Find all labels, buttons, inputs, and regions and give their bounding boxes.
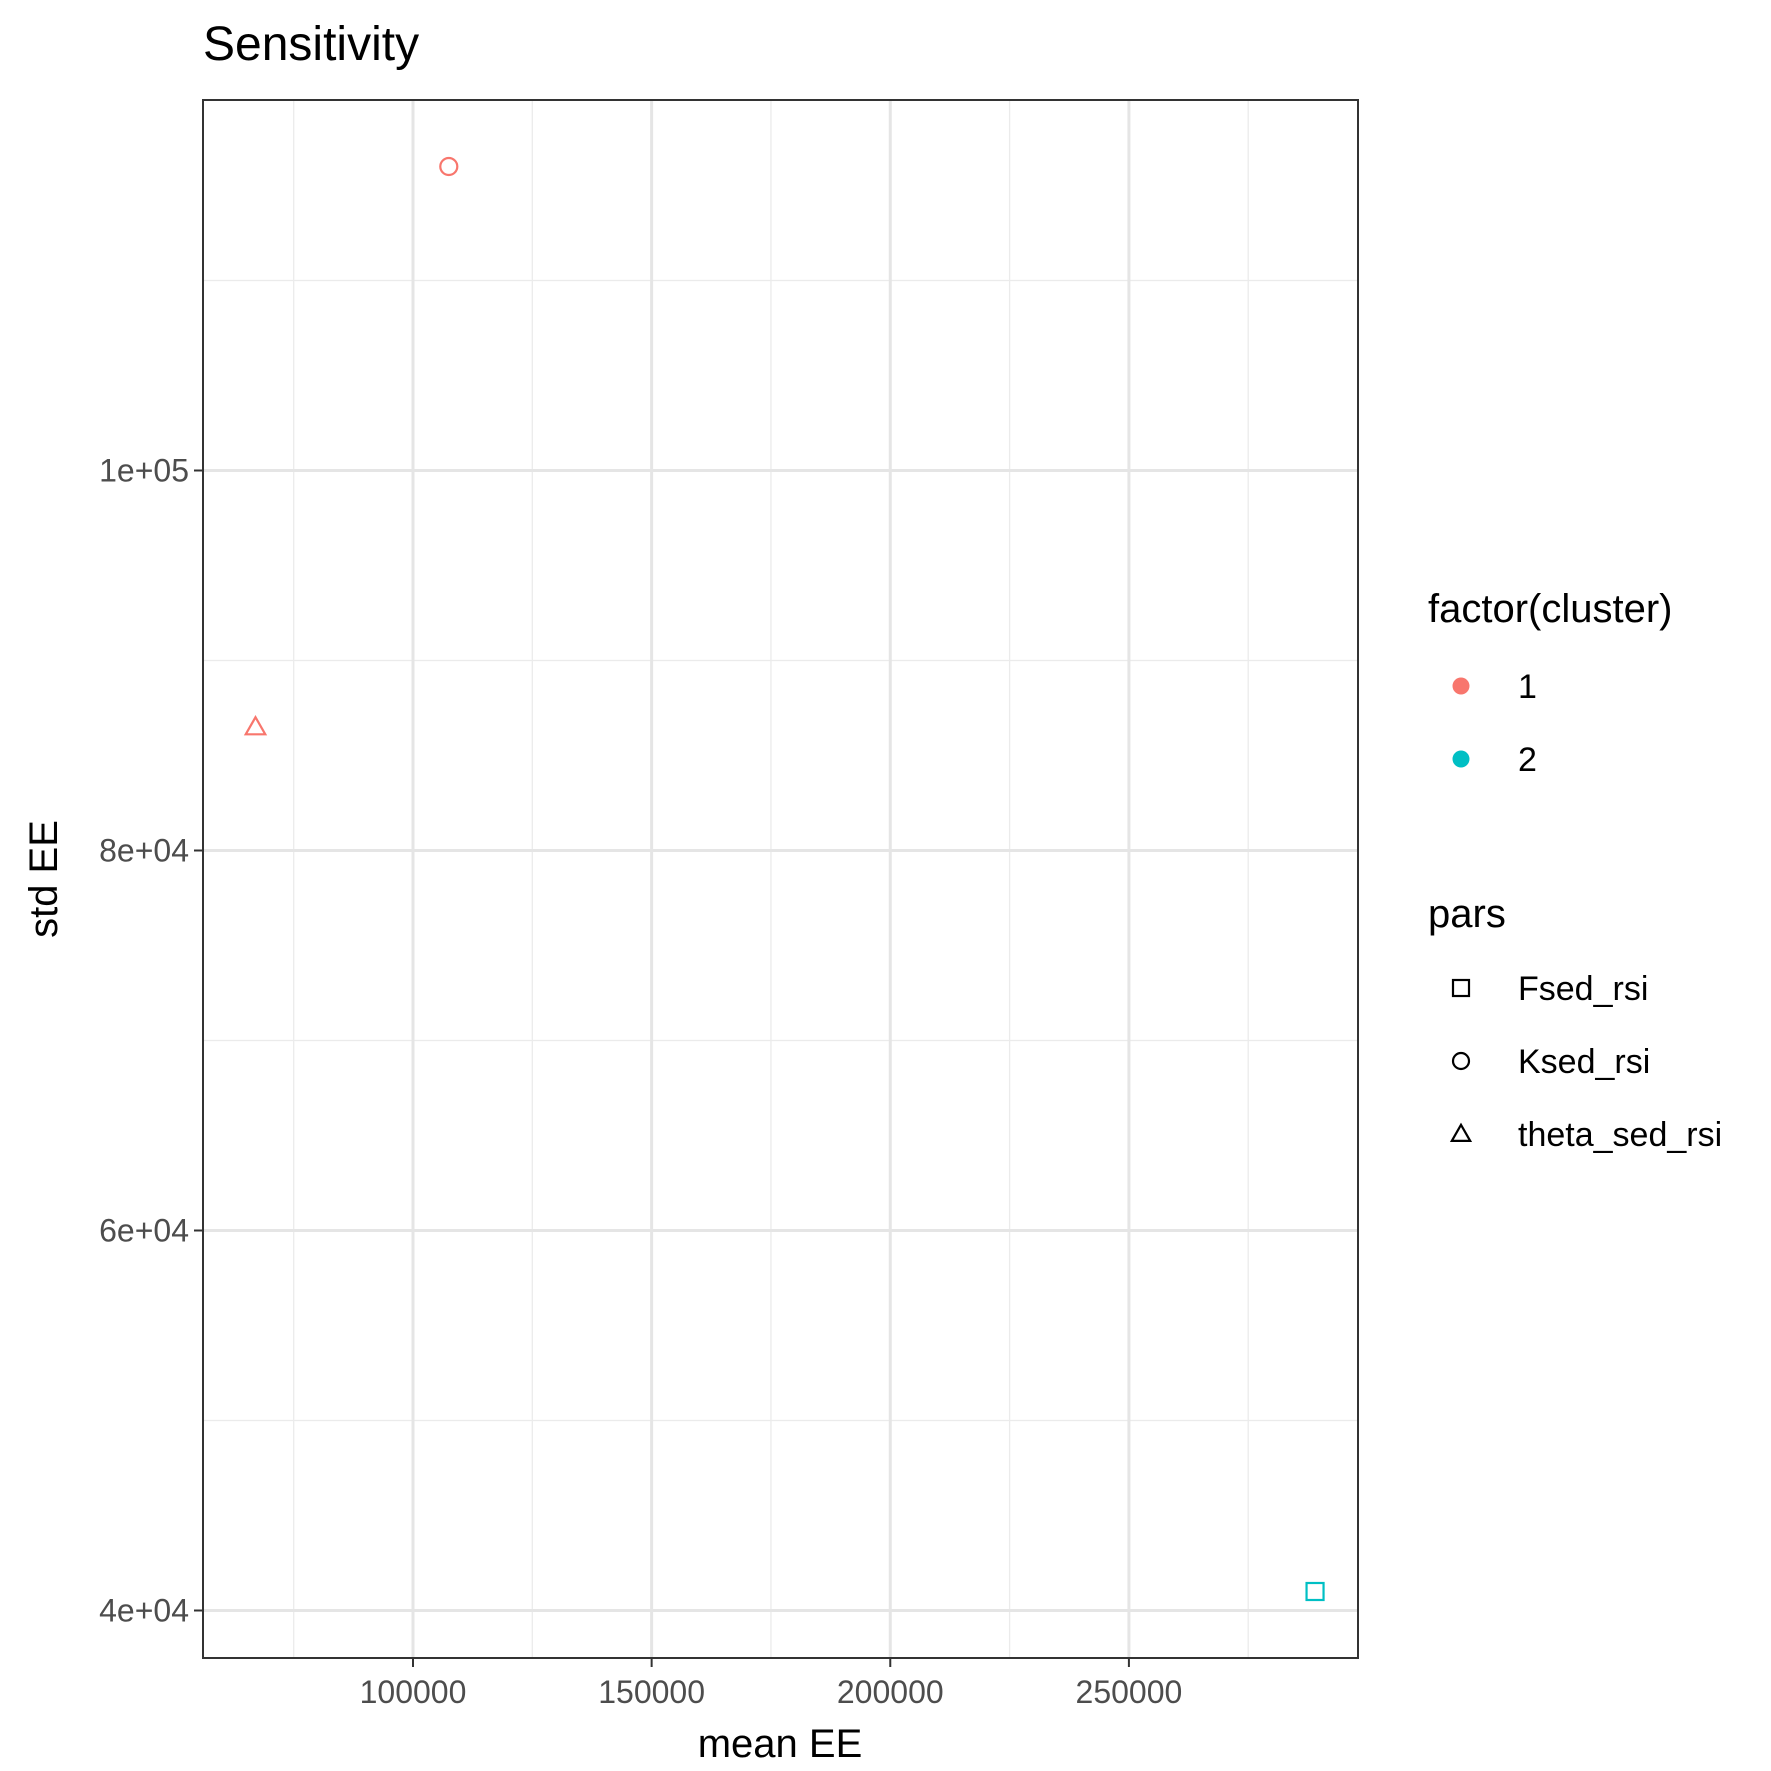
data-point-Fsed-rsi [1305,1581,1325,1602]
x-axis-title: mean EE [698,1722,863,1766]
data-point-Ksed-rsi [439,156,459,177]
plot-panel [203,100,1358,1658]
legend-shape-label: Fsed_rsi [1518,970,1648,1008]
legend-color-label: 1 [1518,668,1537,706]
legend-color-key [1452,677,1470,695]
legend-shape-label: theta_sed_rsi [1518,1116,1722,1154]
legend-color-title: factor(cluster) [1428,587,1673,631]
x-tick-label: 200000 [837,1674,944,1710]
x-axis: 100000 150000 200000 250000 [360,1658,1183,1710]
legend-color-entries: 12 [1452,668,1537,779]
legend-color-label: 2 [1518,741,1537,779]
y-tick-label: 6e+04 [99,1213,189,1249]
legend-shape-label: Ksed_rsi [1518,1043,1650,1081]
y-tick-label: 8e+04 [99,833,189,869]
legend: factor(cluster) 12 pars Fsed_rsiKsed_rsi… [1428,587,1722,1154]
legend-shape-entries: Fsed_rsi Ksed_rsi theta_sed_rsi [1449,970,1722,1154]
x-tick-label: 150000 [598,1674,705,1710]
legend-shape-key [1449,1122,1473,1143]
legend-shape-title: pars [1428,892,1506,936]
legend-color-key [1452,750,1470,768]
plot-border [202,99,1359,1659]
data-point-theta-sed-rsi [243,715,268,736]
grid-major [203,100,1358,1658]
y-axis: 4e+04 6e+04 8e+04 1e+05 [99,453,203,1629]
x-tick-label: 100000 [360,1674,467,1710]
x-tick-label: 250000 [1076,1674,1183,1710]
grid-minor [203,100,1358,1658]
y-tick-label: 1e+05 [99,453,189,489]
data-points [243,156,1325,1602]
chart-title: Sensitivity [203,18,419,71]
legend-shape-key [1451,1051,1471,1071]
y-tick-label: 4e+04 [99,1593,189,1629]
y-axis-title: std EE [22,820,66,938]
legend-shape-key [1451,978,1471,998]
